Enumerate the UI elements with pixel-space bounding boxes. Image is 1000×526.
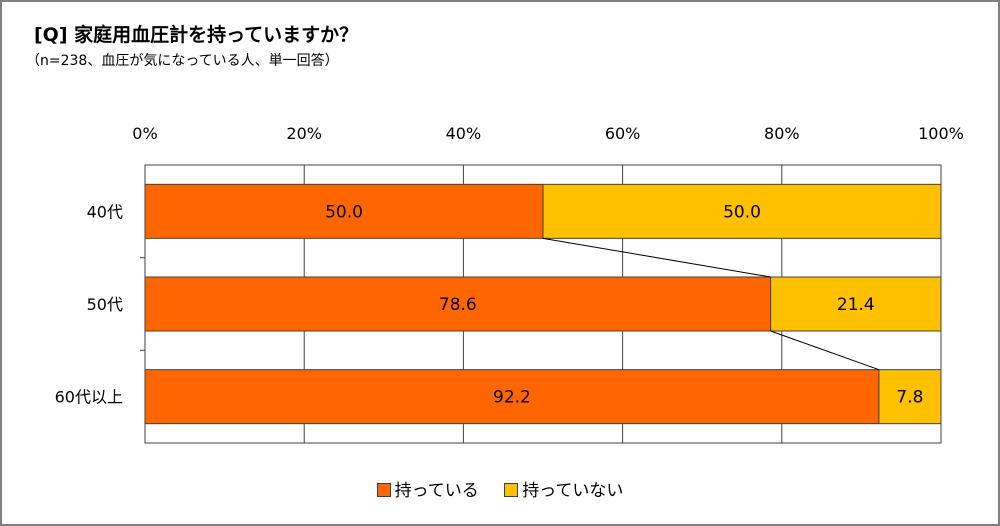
series-line [542, 237, 771, 278]
legend-swatch-have [376, 483, 391, 497]
legend: 持っている 持っていない [0, 476, 1000, 501]
bar-segment [878, 369, 942, 425]
data-label: 50.0 [723, 202, 761, 222]
bar-segment [770, 276, 942, 332]
data-label: 7.8 [896, 388, 923, 408]
series-line [770, 330, 880, 371]
data-label: 92.2 [493, 388, 531, 408]
data-label: 50.0 [325, 202, 363, 222]
bar-segment [144, 369, 880, 425]
x-tick-label: 40% [446, 124, 482, 143]
category-label: 40代 [87, 202, 123, 221]
x-tick-label: 0% [132, 124, 157, 143]
x-tick-label: 100% [918, 124, 964, 143]
category-label: 60代以上 [55, 388, 123, 407]
chart-subtitle: （n=238、血圧が気になっている人、単一回答） [26, 53, 339, 69]
legend-label-have: 持っている [394, 481, 479, 501]
bar-segment [542, 183, 942, 239]
x-tick-label: 80% [764, 124, 800, 143]
data-label: 21.4 [837, 295, 875, 315]
x-tick-label: 20% [286, 124, 322, 143]
legend-item-not-have: 持っていない [504, 476, 623, 501]
chart-title: [Q] 家庭用血圧計を持っていますか？ [34, 24, 359, 46]
legend-label-not-have: 持っていない [522, 481, 624, 501]
x-tick-label: 60% [605, 124, 641, 143]
legend-swatch-not-have [504, 483, 519, 497]
legend-item-have: 持っている [376, 476, 479, 501]
bar-segment [144, 183, 544, 239]
data-label: 78.6 [439, 295, 477, 315]
category-label: 50代 [87, 295, 123, 314]
bar-segment [144, 276, 772, 332]
